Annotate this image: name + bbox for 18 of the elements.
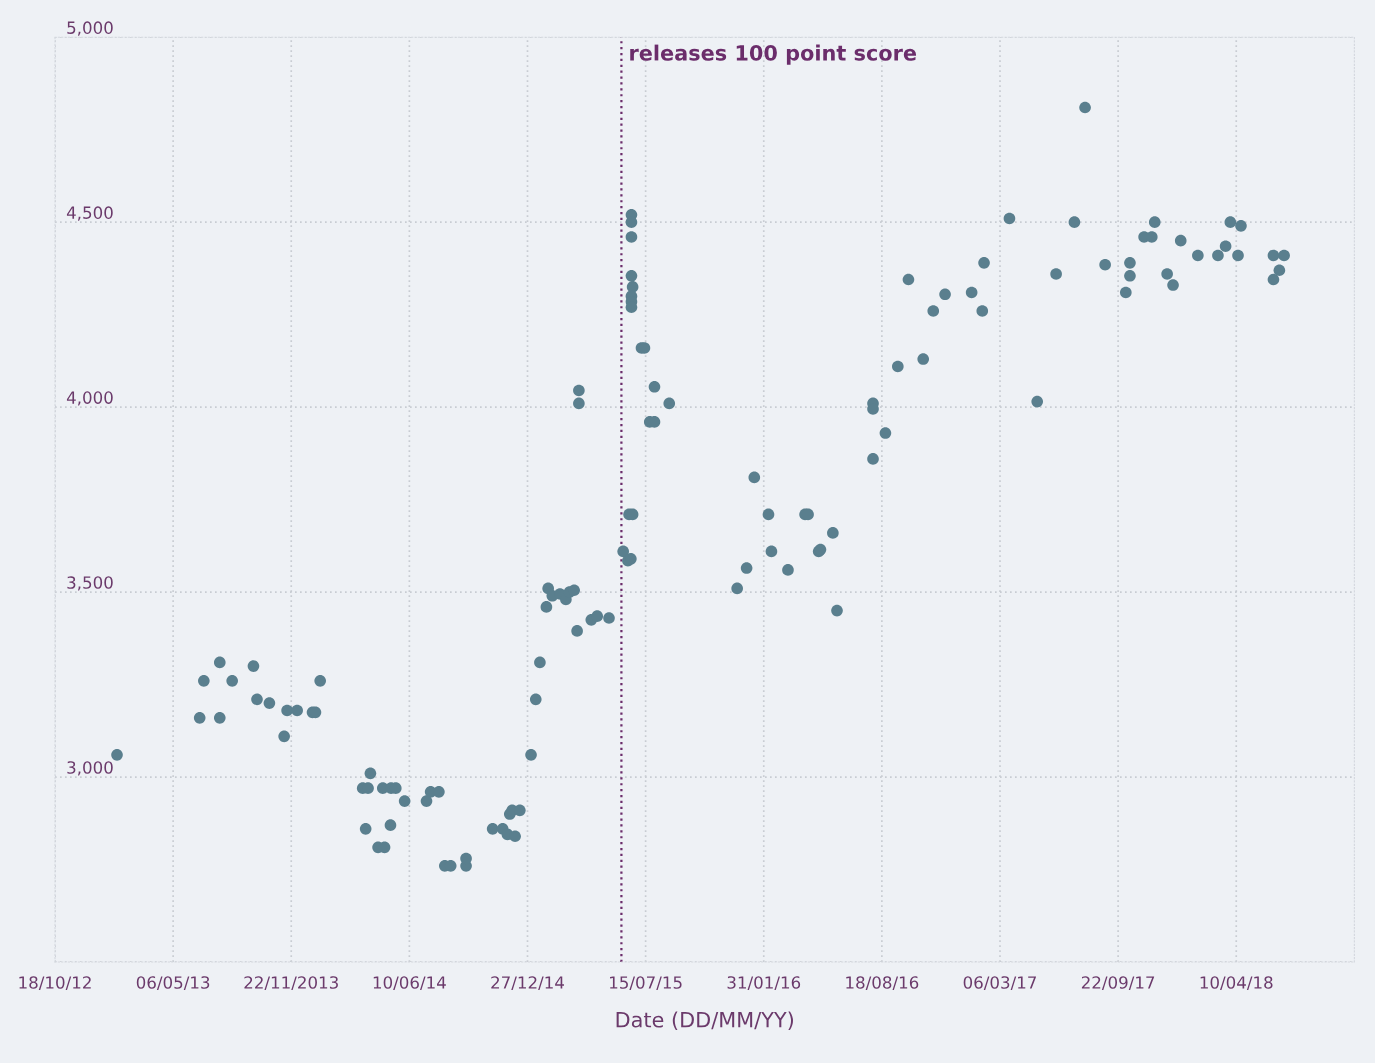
x-tick-label: 31/01/16 (727, 976, 801, 991)
y-tick-label: 3,000 (67, 761, 113, 776)
y-tick-label: 5,000 (67, 21, 113, 36)
y-tick-label: 4,500 (66, 206, 113, 221)
y-tick-label: 4,000 (66, 391, 113, 406)
x-tick-label: 10/04/18 (1200, 976, 1273, 991)
x-tick-label: 06/05/13 (136, 976, 210, 991)
ref-line-label: releases 100 point score (630, 44, 917, 65)
x-tick-label: 22/09/17 (1081, 976, 1155, 991)
x-tick-label: 18/10/12 (19, 976, 91, 991)
x-axis-title: Date (DD/MM/YY) (616, 1011, 793, 1031)
x-tick-label: 27/12/14 (491, 976, 564, 991)
x-tick-label: 18/08/16 (846, 976, 919, 991)
x-tick-label: 10/06/14 (373, 976, 446, 991)
x-tick-label: 22/11/2013 (244, 976, 338, 991)
x-tick-label: 06/03/17 (963, 976, 1036, 991)
x-tick-label: 15/07/15 (610, 976, 682, 991)
y-tick-label: 3,500 (67, 576, 113, 591)
